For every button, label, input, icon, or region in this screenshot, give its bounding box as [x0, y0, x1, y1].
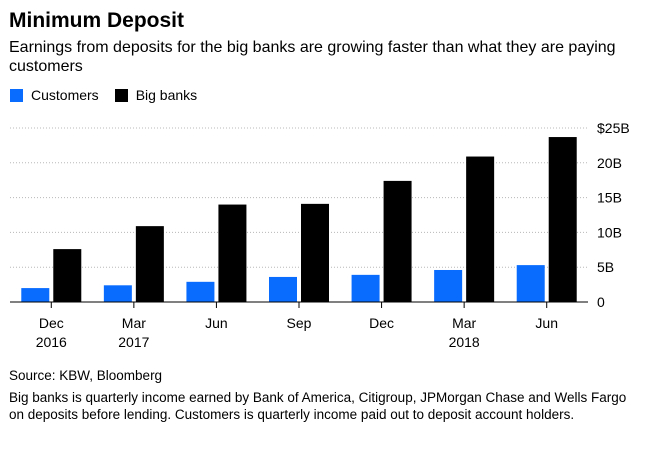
bar-customers [516, 265, 545, 302]
chart-title: Minimum Deposit [9, 9, 185, 32]
x-tick-label: Mar [122, 315, 146, 331]
y-tick-label: 15B [597, 190, 622, 206]
bar-customers [351, 274, 380, 302]
bar-big-banks [548, 137, 577, 302]
bar-big-banks [383, 180, 412, 302]
bar-customers [186, 281, 215, 302]
x-tick-label: Sep [287, 315, 312, 331]
x-tick-label-year: 2017 [118, 334, 149, 350]
bar-big-banks [301, 203, 329, 302]
legend-swatch-customers [10, 88, 23, 102]
x-tick-label-year: 2018 [449, 334, 480, 350]
bar-customers [103, 285, 132, 302]
bar-big-banks [53, 249, 82, 302]
bar-customers [434, 269, 463, 302]
bar-big-banks [135, 226, 164, 302]
x-tick-label: Jun [535, 315, 558, 331]
footnote: Big banks is quarterly income earned by … [9, 390, 627, 422]
legend-label-customers: Customers [31, 87, 99, 103]
x-tick-label: Dec [369, 315, 394, 331]
y-tick-label: 10B [597, 224, 622, 240]
x-tick-label: Dec [39, 315, 64, 331]
y-tick-label: 5B [597, 259, 614, 275]
x-tick-label: Jun [205, 315, 228, 331]
y-tick-label: 0 [597, 294, 605, 310]
x-tick-label-year: 2016 [36, 334, 67, 350]
bar-big-banks [466, 156, 495, 302]
bar-customers [21, 288, 50, 302]
legend: Customers Big banks [10, 87, 213, 103]
x-tick-label: Mar [452, 315, 476, 331]
bar-big-banks [218, 204, 247, 302]
legend-item-big-banks: Big banks [114, 87, 198, 103]
source-note: Source: KBW, Bloomberg [9, 368, 163, 383]
legend-label-big-banks: Big banks [135, 87, 198, 103]
y-tick-label: $25B [597, 120, 630, 136]
legend-swatch-big-banks [114, 88, 128, 102]
legend-item-customers: Customers [10, 87, 99, 103]
chart-subtitle: Earnings from deposits for the big banks… [9, 39, 616, 75]
bar-customers [269, 276, 297, 302]
y-tick-label: 20B [597, 155, 622, 171]
bar-chart: 0 5B 10B 15B 20B $25B Dec 2016 Mar 2017 Jun Sep Dec M… [10, 120, 630, 350]
